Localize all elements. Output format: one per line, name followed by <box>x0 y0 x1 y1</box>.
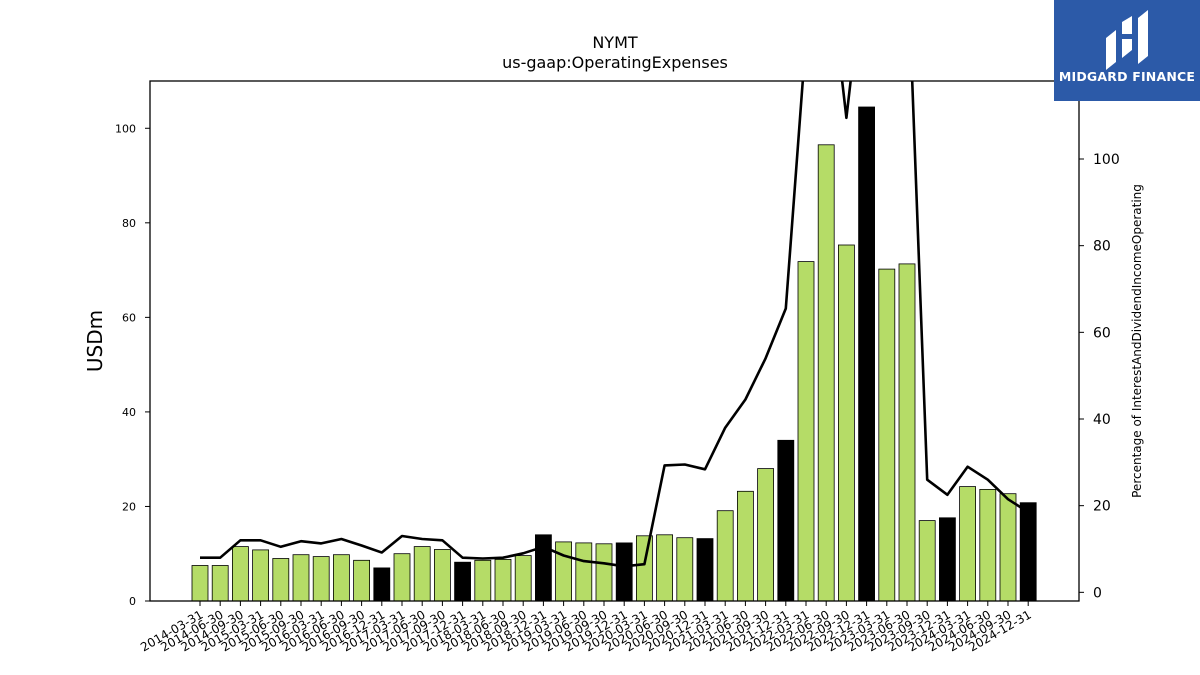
bar-2019-12-31 <box>615 542 633 602</box>
bar-2022-12-31 <box>858 106 875 602</box>
bar-2022-03-31 <box>797 261 815 602</box>
bar-2015-06-30 <box>272 558 290 602</box>
bar-2023-03-31 <box>878 268 896 602</box>
bar-2018-09-30 <box>514 555 532 602</box>
bar-2016-12-31 <box>373 567 391 602</box>
plot-frame <box>149 80 1080 602</box>
bar-2023-09-30 <box>918 520 936 602</box>
bar-2022-09-30 <box>838 244 855 602</box>
bar-2018-12-31 <box>535 534 552 602</box>
ratio-line <box>200 81 1029 568</box>
bar-2020-12-31 <box>696 538 714 602</box>
bar-2024-12-31 <box>1019 502 1037 602</box>
y2-axis-label: Percentage of InterestAndDividendIncomeO… <box>1130 184 1144 498</box>
bar-2021-06-30 <box>737 490 754 602</box>
bar-2014-06-30 <box>211 565 229 602</box>
y-tick-label: 100 <box>115 122 136 135</box>
bar-2017-12-31 <box>454 561 472 602</box>
midgard-logo-icon <box>1106 10 1148 70</box>
bar-2021-09-30 <box>757 468 774 602</box>
chart-subtitle: us-gaap:OperatingExpenses <box>502 53 728 72</box>
bar-2019-09-30 <box>595 543 613 602</box>
bar-2024-09-30 <box>999 493 1017 602</box>
y-tick-label: 0 <box>129 595 136 608</box>
line-layer <box>200 81 1029 568</box>
bar-2022-06-30 <box>817 144 835 602</box>
bar-2024-06-30 <box>979 488 997 602</box>
bar-2019-03-31 <box>555 541 572 602</box>
bar-2017-03-31 <box>393 553 411 602</box>
bar-2020-03-31 <box>636 535 653 602</box>
bar-2021-12-31 <box>777 439 795 602</box>
y2-tick-label: 0 <box>1093 585 1102 601</box>
bar-2018-06-30 <box>494 559 512 602</box>
bar-2018-03-31 <box>474 559 492 602</box>
bar-2021-03-31 <box>716 510 734 602</box>
bar-2017-09-30 <box>433 549 451 602</box>
logo-text: MIDGARD FINANCE <box>1058 69 1196 84</box>
y-tick-label: 20 <box>122 500 136 513</box>
axes-layer: 0204060801000204060801002014-03-312014-0… <box>115 80 1120 654</box>
bar-2016-06-30 <box>332 554 350 602</box>
bar-2024-03-31 <box>959 486 976 602</box>
midgard-logo: MIDGARD FINANCE <box>1054 0 1200 101</box>
y2-tick-label: 20 <box>1093 499 1111 515</box>
bar-2023-12-31 <box>939 517 956 602</box>
y-tick-label: 80 <box>122 217 136 230</box>
bar-2014-09-30 <box>231 546 249 602</box>
y2-tick-label: 40 <box>1093 412 1111 428</box>
y-tick-label: 40 <box>122 406 136 419</box>
bar-2016-09-30 <box>353 559 371 602</box>
chart-title: NYMT <box>592 33 638 52</box>
bar-2020-06-30 <box>656 534 673 602</box>
bar-2019-06-30 <box>575 542 593 602</box>
bar-2020-09-30 <box>676 537 694 602</box>
bars-layer <box>191 106 1037 602</box>
bar-2015-09-30 <box>292 554 310 602</box>
y-axis-label: USDm <box>83 310 107 372</box>
y2-tick-label: 60 <box>1093 325 1111 341</box>
bar-2017-06-30 <box>413 546 431 602</box>
bar-2015-03-31 <box>252 549 270 602</box>
bar-2016-03-31 <box>312 556 330 602</box>
bar-2023-06-30 <box>898 263 916 602</box>
y2-tick-label: 100 <box>1093 152 1120 168</box>
bar-2014-03-31 <box>191 565 209 602</box>
y-tick-label: 60 <box>122 311 136 324</box>
y2-tick-label: 80 <box>1093 239 1111 255</box>
